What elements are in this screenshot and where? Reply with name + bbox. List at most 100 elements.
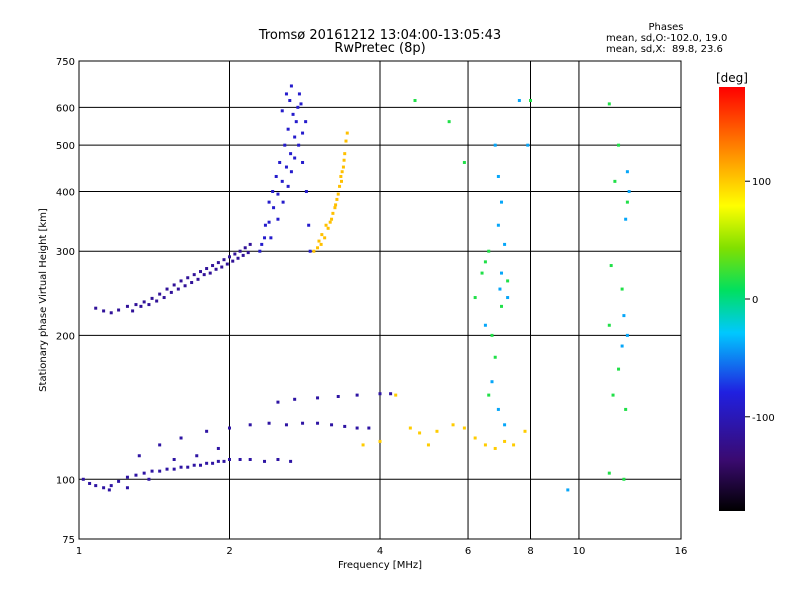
- data-point: [333, 206, 337, 210]
- data-point: [94, 484, 98, 488]
- data-point: [158, 443, 162, 447]
- data-point: [228, 426, 231, 430]
- data-point: [473, 296, 477, 300]
- data-point: [280, 179, 284, 183]
- data-point: [607, 323, 611, 327]
- data-point: [233, 252, 237, 256]
- chart-subtitle: RwPretec (8p): [334, 41, 426, 56]
- data-point: [155, 299, 159, 303]
- data-point: [162, 296, 166, 300]
- data-point: [225, 262, 229, 266]
- data-point: [286, 184, 290, 188]
- data-point: [176, 287, 180, 291]
- data-point: [355, 426, 359, 430]
- data-point: [343, 152, 347, 156]
- data-point: [493, 355, 497, 359]
- data-point: [284, 165, 288, 169]
- data-point: [267, 200, 271, 204]
- data-point: [624, 217, 628, 221]
- data-point: [609, 264, 613, 268]
- data-point: [498, 287, 502, 291]
- data-point: [169, 290, 173, 294]
- data-point: [107, 488, 111, 492]
- data-point: [447, 120, 451, 124]
- data-point: [293, 397, 297, 401]
- colorbar: [719, 87, 745, 511]
- data-point: [263, 236, 267, 240]
- data-point: [102, 309, 106, 313]
- data-point: [231, 259, 235, 263]
- data-point: [228, 255, 231, 259]
- data-point: [517, 99, 521, 103]
- data-point: [512, 443, 516, 447]
- data-point: [172, 467, 176, 471]
- data-point: [291, 112, 295, 116]
- data-point: [109, 484, 113, 488]
- data-point: [199, 270, 203, 274]
- data-point: [134, 303, 138, 307]
- data-point: [205, 267, 209, 271]
- data-point: [205, 461, 209, 465]
- data-point: [216, 261, 220, 265]
- data-point: [283, 143, 287, 147]
- data-point: [620, 344, 624, 348]
- data-point: [607, 102, 611, 106]
- x-tick-label: 8: [527, 546, 533, 557]
- data-point: [150, 469, 154, 473]
- data-point: [503, 423, 507, 427]
- data-point: [284, 92, 288, 96]
- x-axis-ticks: 1 2 4 6 8 10 16: [76, 546, 688, 557]
- data-point: [289, 459, 293, 463]
- data-point: [316, 421, 320, 425]
- phase-stats: Phases mean, sd,O:-102.0, 19.0 mean, sd,…: [606, 22, 727, 55]
- data-point: [487, 249, 491, 253]
- data-point: [426, 443, 430, 447]
- data-point: [342, 158, 346, 162]
- phase-stats-heading: Phases: [648, 22, 684, 33]
- data-point: [480, 271, 484, 275]
- data-point: [331, 211, 335, 215]
- data-point: [316, 246, 320, 250]
- data-point: [341, 165, 345, 169]
- data-point: [523, 429, 527, 433]
- y-tick-label: 75: [62, 535, 75, 546]
- data-point: [301, 160, 305, 164]
- data-point: [205, 429, 209, 433]
- data-point: [216, 446, 220, 450]
- y-tick-label: 400: [56, 187, 75, 198]
- data-point: [272, 206, 276, 210]
- data-point: [622, 314, 626, 318]
- x-axis-label: Frequency [MHz]: [338, 560, 422, 571]
- data-point: [271, 189, 275, 193]
- data-point: [243, 246, 247, 250]
- data-point: [276, 192, 280, 196]
- data-point: [165, 287, 169, 291]
- data-point: [312, 249, 316, 253]
- data-point: [503, 242, 507, 246]
- data-point: [293, 135, 297, 139]
- data-point: [289, 84, 293, 88]
- data-point: [280, 109, 284, 113]
- data-point: [490, 380, 494, 384]
- data-point: [304, 120, 308, 124]
- data-point: [263, 459, 267, 463]
- data-point: [246, 251, 250, 255]
- data-point: [241, 253, 245, 257]
- data-point: [165, 467, 169, 471]
- data-point: [496, 223, 500, 227]
- data-point: [343, 424, 347, 428]
- data-point: [336, 394, 340, 398]
- data-point: [345, 131, 349, 135]
- plot-frame: [78, 60, 682, 540]
- data-point: [289, 152, 293, 156]
- data-point: [483, 323, 487, 327]
- data-point: [506, 279, 510, 283]
- data-point: [462, 160, 466, 164]
- data-point: [147, 477, 151, 481]
- data-point: [284, 423, 288, 427]
- data-point: [320, 233, 324, 237]
- data-point: [236, 256, 240, 260]
- data-point: [117, 479, 121, 483]
- data-point: [142, 300, 146, 304]
